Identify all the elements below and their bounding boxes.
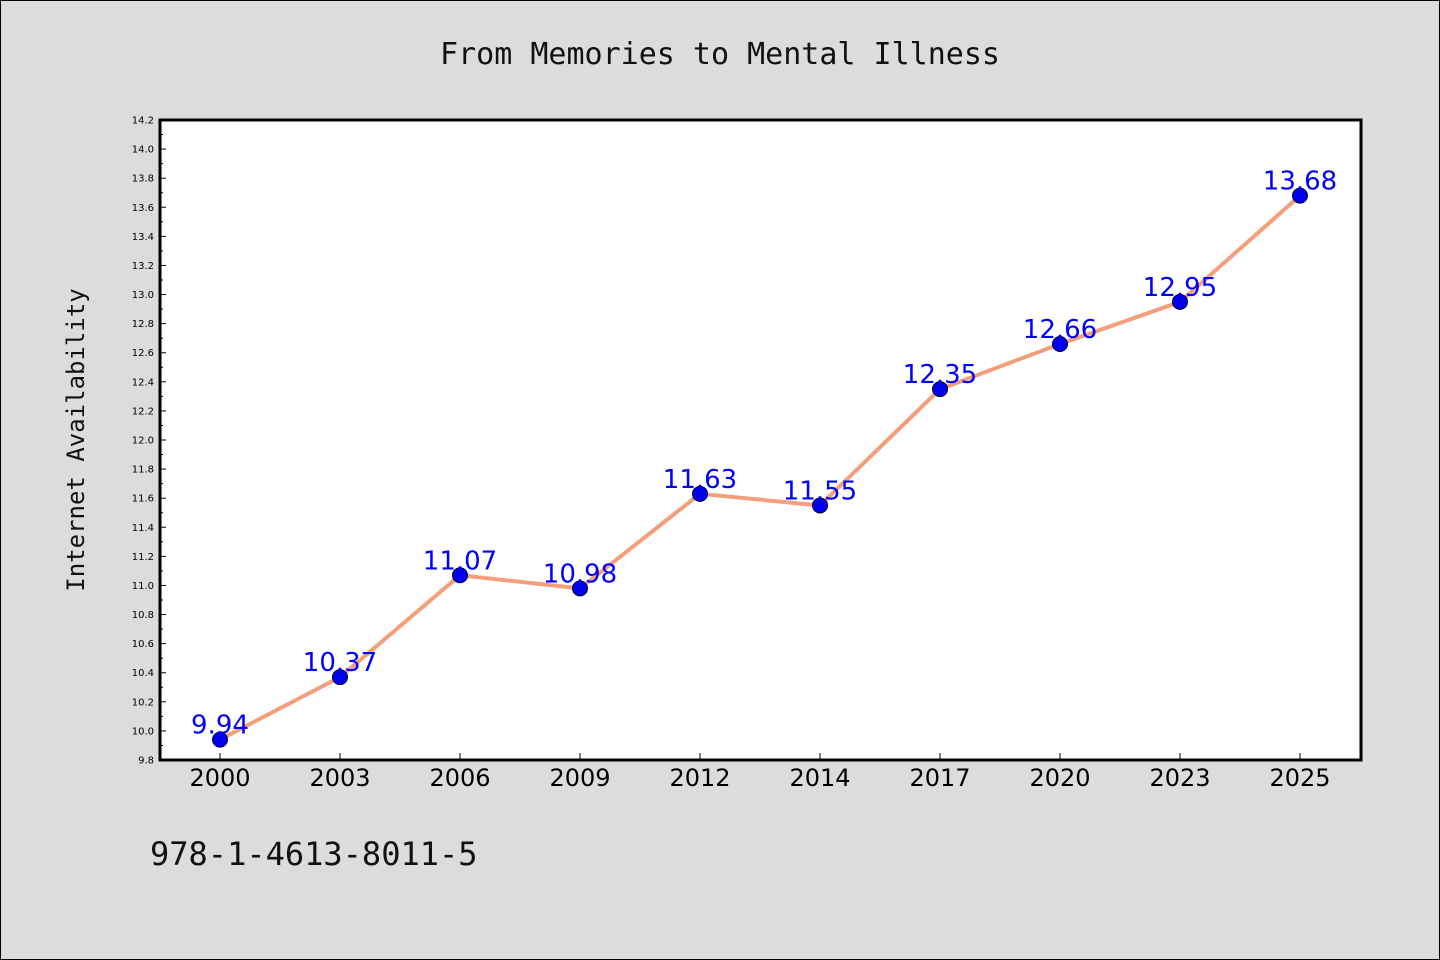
- x-tick-label: 2025: [1269, 764, 1330, 792]
- plot-area: [158, 118, 1363, 762]
- x-tick-label: 2020: [1029, 764, 1090, 792]
- data-point-marker: [692, 485, 708, 502]
- x-tick-label: 2017: [909, 764, 970, 792]
- data-label: 11.07: [423, 546, 497, 576]
- chart-title: From Memories to Mental Illness: [440, 37, 1000, 72]
- data-label: 12.66: [1023, 315, 1097, 345]
- y-tick-label: 10.8: [132, 610, 154, 621]
- markers-group: [212, 187, 1308, 748]
- data-point-marker: [212, 731, 228, 748]
- y-tick-label: 13.2: [132, 261, 154, 272]
- y-tick-label: 14.0: [132, 145, 154, 156]
- data-point-marker: [932, 381, 948, 398]
- y-tick-label: 10.6: [132, 639, 154, 650]
- y-axis: 9.8 10.0 10.2 10.4 10.6 10.8 11.0 11.2 11.4 11.6 1…: [132, 116, 166, 767]
- y-axis-label: Internet Availability: [62, 288, 90, 591]
- y-tick-label: 14.2: [132, 116, 154, 127]
- x-axis: 2000 2003 2006 2009 2012 2014 2017 2020 2023 2025: [189, 753, 1331, 792]
- data-label: 11.63: [663, 465, 737, 495]
- y-tick-label: 12.0: [132, 436, 154, 447]
- data-label: 11.55: [783, 476, 857, 506]
- y-tick-label: 13.0: [132, 290, 154, 301]
- x-tick-label: 2009: [549, 764, 610, 792]
- data-label: 12.95: [1143, 273, 1217, 303]
- data-point-marker: [812, 497, 828, 514]
- y-tick-label: 11.2: [132, 552, 154, 563]
- isbn-text: 978-1-4613-8011-5: [150, 835, 478, 873]
- y-tick-label: 10.4: [132, 668, 154, 679]
- y-tick-label: 12.4: [132, 377, 154, 388]
- data-point-marker: [1052, 336, 1068, 352]
- y-tick-label: 12.6: [132, 348, 154, 359]
- y-tick-label: 13.4: [132, 232, 154, 243]
- series-line: [218, 193, 1302, 742]
- data-point-marker: [1172, 293, 1188, 310]
- y-tick-label: 11.0: [132, 581, 154, 592]
- data-point-marker: [452, 567, 468, 584]
- y-tick-label: 10.2: [132, 697, 154, 708]
- x-tick-label: 2014: [789, 764, 850, 792]
- data-label: 12.35: [903, 360, 977, 390]
- y-tick-label: 12.8: [132, 319, 154, 330]
- data-labels-group: 9.94 10.37 11.07 10.98 11.63 11.55 12.35 12.66 1…: [191, 167, 1337, 741]
- y-tick-label: 12.2: [132, 406, 154, 417]
- y-tick-label: 11.8: [132, 465, 154, 476]
- data-point-marker: [332, 669, 348, 686]
- x-tick-label: 2006: [429, 764, 490, 792]
- y-tick-label: 9.8: [138, 756, 154, 767]
- y-tick-label: 11.4: [132, 523, 154, 534]
- x-tick-label: 2012: [669, 764, 730, 792]
- data-point-marker: [572, 580, 588, 597]
- data-point-marker: [1292, 187, 1308, 204]
- y-tick-label: 13.8: [132, 174, 154, 185]
- x-tick-label: 2003: [309, 764, 370, 792]
- x-tick-label: 2000: [189, 764, 250, 792]
- data-label: 13.68: [1263, 167, 1337, 197]
- series-line-group: [218, 193, 1302, 742]
- y-tick-label: 11.6: [132, 494, 154, 505]
- data-label: 9.94: [191, 711, 249, 741]
- y-tick-label: 13.6: [132, 203, 154, 214]
- data-label: 10.98: [543, 559, 617, 589]
- y-tick-label: 10.0: [132, 726, 154, 737]
- data-label: 10.37: [303, 648, 377, 678]
- x-tick-label: 2023: [1149, 764, 1210, 792]
